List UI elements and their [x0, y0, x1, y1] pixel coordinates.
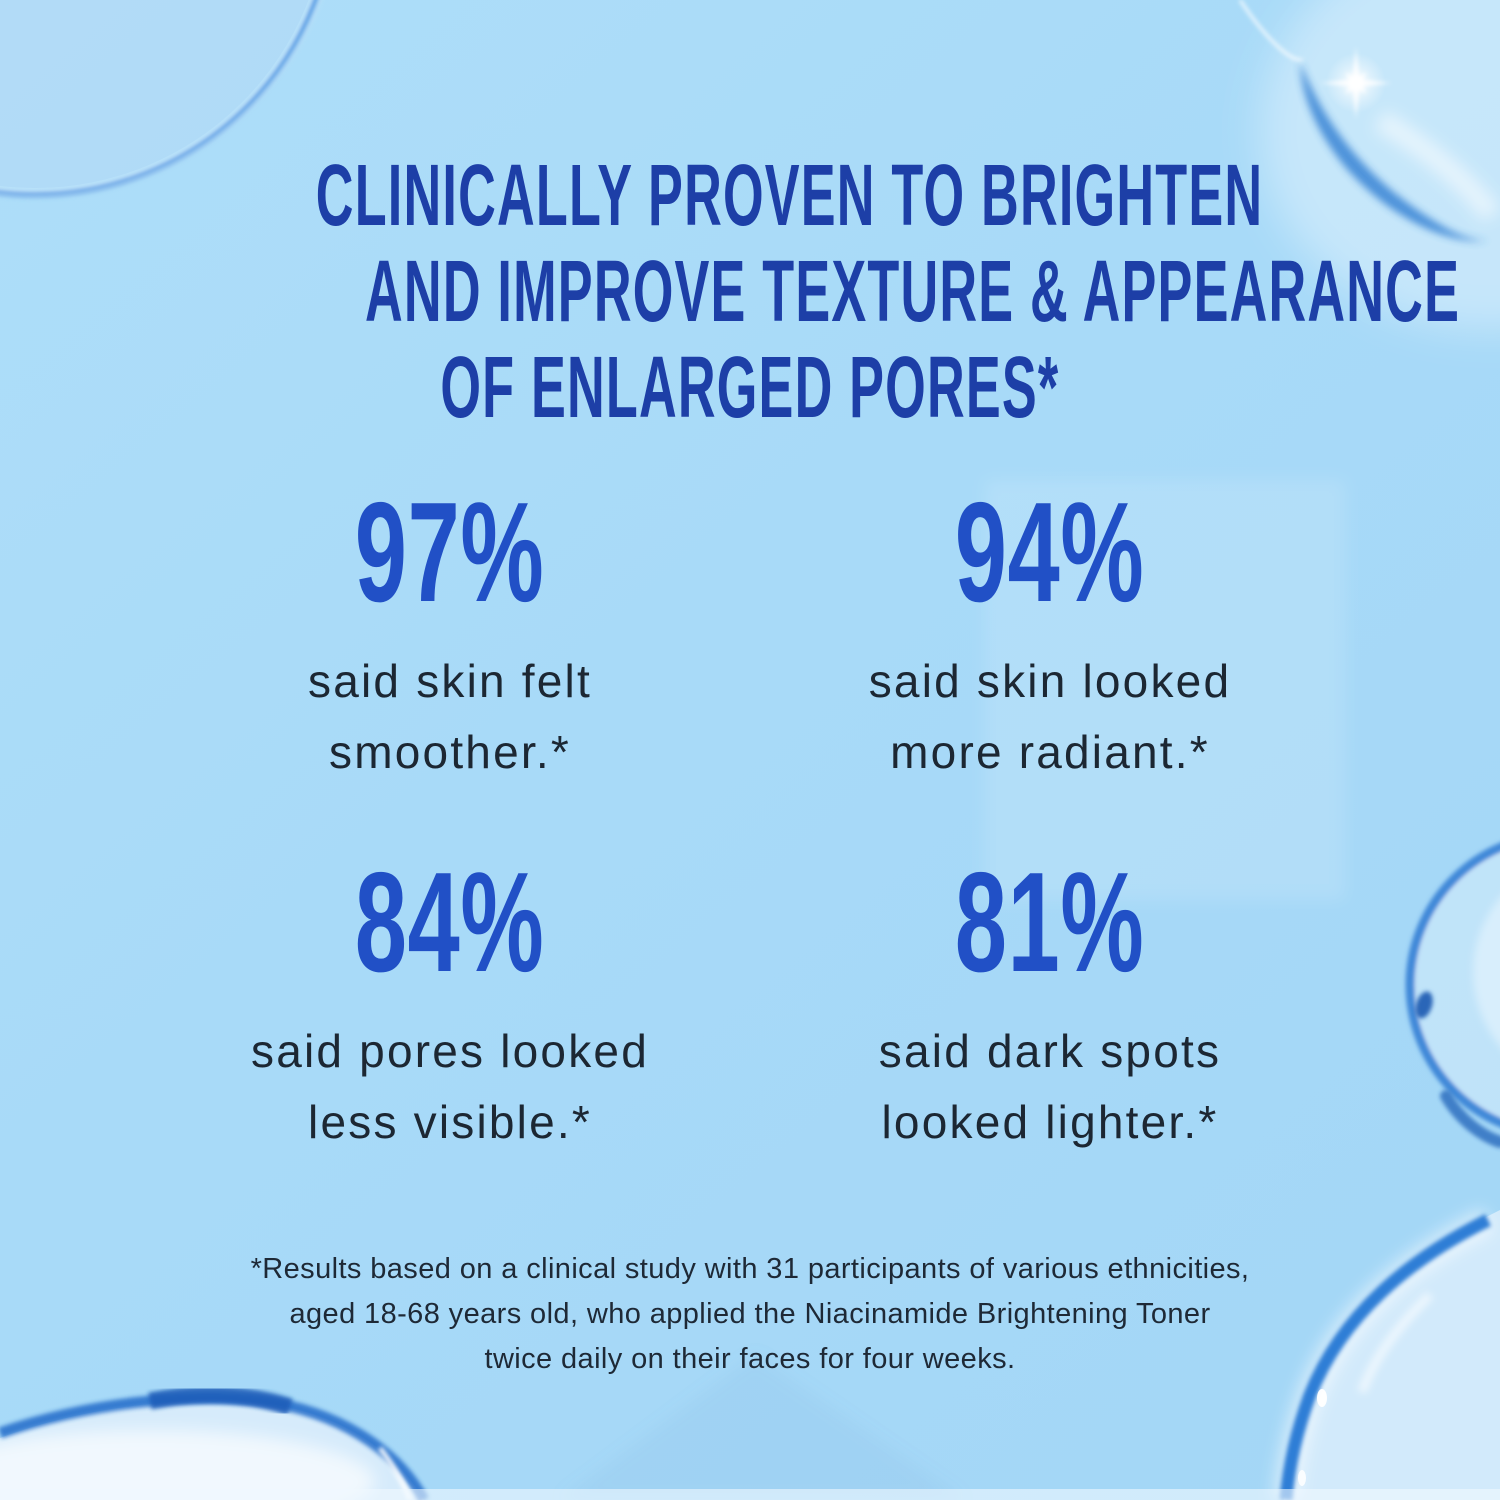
- stat-dark-spots-lighter: 81% said dark spots looked lighter.*: [750, 848, 1350, 1158]
- sparkle-icon: [1320, 47, 1392, 119]
- stat-label: said skin felt smoother.*: [150, 646, 750, 788]
- stat-value: 81%: [955, 843, 1145, 1002]
- stat-label-line: said skin looked: [868, 655, 1232, 707]
- stat-label-line: said pores looked: [251, 1025, 649, 1077]
- bottom-edge-strip: [0, 1489, 1500, 1500]
- ghost-droplet-decoration: [560, 1355, 965, 1500]
- stat-value: 97%: [355, 473, 545, 632]
- footnote-line-2: aged 18-68 years old, who applied the Ni…: [289, 1298, 1211, 1330]
- stat-label: said skin looked more radiant.*: [750, 646, 1350, 788]
- stat-label-line: looked lighter.*: [881, 1096, 1219, 1148]
- stat-label: said pores looked less visible.*: [150, 1016, 750, 1158]
- stat-skin-felt-smoother: 97% said skin felt smoother.*: [150, 478, 750, 788]
- stat-label-line: said dark spots: [878, 1025, 1222, 1077]
- headline-line-2: AND IMPROVE TEXTURE & APPEARANCE: [365, 243, 1461, 340]
- footnote-line-3: twice daily on their faces for four week…: [484, 1343, 1016, 1375]
- stat-label-line: less visible.*: [308, 1096, 592, 1148]
- water-bubble-top-left-decoration: [0, 0, 321, 198]
- footnote: *Results based on a clinical study with …: [0, 1247, 1500, 1382]
- stat-value: 94%: [955, 473, 1145, 632]
- stats-row-1: 97% said skin felt smoother.* 94% said s…: [150, 478, 1350, 788]
- headline: CLINICALLY PROVEN TO BRIGHTEN AND IMPROV…: [0, 148, 1500, 436]
- highlight-band-decoration: [985, 480, 1345, 900]
- stat-label-line: said skin felt: [308, 655, 592, 707]
- water-droplet-bottom-right-decoration: [1273, 1208, 1500, 1500]
- headline-line-1: CLINICALLY PROVEN TO BRIGHTEN: [315, 147, 1264, 244]
- stats-row-2: 84% said pores looked less visible.* 81%…: [150, 848, 1350, 1158]
- stat-pores-less-visible: 84% said pores looked less visible.*: [150, 848, 750, 1158]
- stat-label: said dark spots looked lighter.*: [750, 1016, 1350, 1158]
- stat-skin-more-radiant: 94% said skin looked more radiant.*: [750, 478, 1350, 788]
- stat-label-line: smoother.*: [329, 726, 571, 778]
- gel-smear-bottom-left-decoration: [0, 1386, 429, 1500]
- stat-label-line: more radiant.*: [890, 726, 1210, 778]
- stat-value: 84%: [355, 843, 545, 1002]
- headline-line-3: OF ENLARGED PORES*: [440, 339, 1060, 436]
- water-bubble-right-decoration: [1405, 842, 1500, 1148]
- footnote-line-1: *Results based on a clinical study with …: [250, 1253, 1250, 1285]
- water-droplet-top-right-decoration: [1238, 0, 1500, 330]
